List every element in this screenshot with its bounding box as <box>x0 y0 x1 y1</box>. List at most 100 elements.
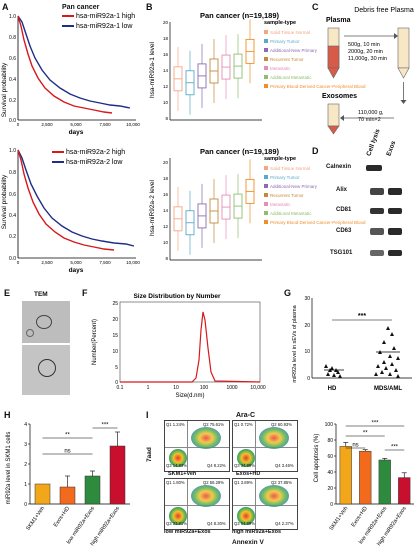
quadrant-label: Q2 56.29% <box>203 480 224 485</box>
flow-population <box>191 485 221 507</box>
category-label: SKM1+Veh <box>329 506 350 532</box>
legend-label: Metastatic <box>270 66 291 71</box>
quadrant-label: Q2 75.61% <box>203 422 224 427</box>
xtick: 1000 <box>226 385 237 391</box>
ytick-label: 4 <box>24 422 27 428</box>
ytick: 10 <box>112 349 118 355</box>
ytick: 1.0 <box>9 14 16 20</box>
blot-band <box>388 208 402 214</box>
blot-band <box>370 250 384 256</box>
xtick: 1 <box>147 385 150 391</box>
ytick: 16 <box>163 52 169 57</box>
step-2: 2000g, 20 min <box>348 49 383 55</box>
legend-swatch <box>264 75 268 79</box>
ytick: 8 <box>165 256 168 261</box>
xtick: 2,500 <box>41 260 53 265</box>
wb-row-calnexin: Calnexin <box>326 164 352 170</box>
quadrant-label: Q1 3.89% <box>234 480 253 485</box>
panel-label-e: E <box>4 288 11 298</box>
ytick: 14 <box>163 208 169 213</box>
sig-label: ns <box>64 449 70 455</box>
panel-label-a: A <box>2 2 9 12</box>
legend-swatch <box>264 39 268 43</box>
size-dist-title: Size Distribution by Number <box>133 293 221 300</box>
ytick: 16 <box>163 192 169 197</box>
xtick: 2,500 <box>41 122 53 127</box>
panel-label-g: G <box>284 288 292 298</box>
boxplot-legend-title: sample-type <box>264 156 296 162</box>
boxplot-top-ylabel: hsa-miR92a-1 level <box>149 41 156 98</box>
km-bottom-xlabel: days <box>69 267 84 274</box>
ytick: 20 <box>163 20 169 25</box>
ytick: 12 <box>163 224 169 229</box>
bar <box>34 483 51 505</box>
ytick: 0.8 <box>9 35 16 41</box>
legend-label: Recurrent Tumor <box>270 193 304 198</box>
ytick-label: 3 <box>24 442 27 448</box>
size-dist-curve <box>120 311 261 383</box>
flow-xlabel: Annexin V <box>232 539 264 546</box>
scatter-plot-g: miR92a level in sEVs of plasma 30 20 10 … <box>292 296 412 392</box>
debris-free-label: Debris free Plasma <box>354 7 414 14</box>
sig-label: *** <box>391 445 399 451</box>
legend-swatch <box>264 57 268 61</box>
legend-label: Additional Metastatic <box>270 211 312 216</box>
panel-label-i: I <box>146 410 149 420</box>
ytick-label: 100 <box>325 422 334 428</box>
bar <box>59 486 76 505</box>
flow-population <box>237 507 255 525</box>
panel-label-c: C <box>312 2 319 12</box>
quadrant-label: Q4 8.30% <box>207 521 226 526</box>
legend-swatch <box>264 66 268 70</box>
km-bottom-ylabel: Survival probability <box>1 174 8 229</box>
blot-band <box>370 228 384 235</box>
legend-swatch <box>264 220 268 224</box>
quadrant-label: Q4 8.22% <box>207 463 226 468</box>
ytick: 8 <box>165 116 168 121</box>
ytick: 0.4 <box>9 77 16 83</box>
uc-speed: 110,000 g, <box>358 110 384 116</box>
quadrant-label: Q2 37.85% <box>271 480 292 485</box>
legend-label: Solid Tissue Normal <box>270 166 310 171</box>
plasma-tube <box>327 27 340 79</box>
ytick: 0.0 <box>9 256 16 262</box>
boxplot-bottom-title: Pan cancer (n=19,189) <box>200 147 280 156</box>
legend-label: Metastatic <box>270 202 291 207</box>
legend-label: Primary Blood Derived Cancer-Peripheral … <box>270 220 366 225</box>
ytick-label: 1 <box>24 482 27 488</box>
exosome-vesicle <box>36 315 52 329</box>
boxplot-top-title: Pan cancer (n=19,189) <box>200 11 280 20</box>
xtick: 7,500 <box>99 122 111 127</box>
km-plot-bottom: Survival probability 1.0 0.8 0.6 0.4 0.2… <box>1 148 140 274</box>
blot-band <box>370 188 384 195</box>
ytick: 15 <box>112 333 118 339</box>
ytick: 18 <box>163 36 169 41</box>
ytick: 20 <box>112 317 118 323</box>
ytick: 0.0 <box>9 118 16 124</box>
exosome-workflow-diagram: Plasma Debris free Plasma 500g, 10 min 2… <box>322 7 414 135</box>
flow-plot: Q1 1.24% Q2 75.61% Q3 14.83% Q4 8.22% <box>164 420 230 472</box>
blot-band <box>370 208 384 214</box>
flow-population <box>191 427 221 449</box>
legend-label: Additional Metastatic <box>270 75 312 80</box>
xtick: 10 <box>173 385 179 391</box>
bar <box>378 459 391 505</box>
ytick: 0.6 <box>9 56 16 62</box>
panel-label-b: B <box>146 2 153 12</box>
sig-label: *** <box>101 423 109 429</box>
flow-plot-name: SKM1+Veh <box>168 471 197 477</box>
ytick: 10 <box>163 100 169 105</box>
xtick: 0 <box>17 260 20 265</box>
size-dist-ylabel: Number(Percent) <box>92 319 98 365</box>
km-top-high-curve <box>17 15 113 114</box>
mds-aml-points <box>374 326 400 378</box>
xtick: 5,000 <box>70 122 82 127</box>
sig-label: *** <box>371 421 379 427</box>
ytick-label: 80 <box>327 438 333 444</box>
ytick: 10 <box>304 349 310 355</box>
flow-plot: Q1 0.72% Q2 60.93% Q3 34.89% Q4 3.46% <box>232 420 298 472</box>
km-plot-top: Survival probability 1.0 0.8 0.6 0.4 0.2… <box>1 13 140 136</box>
quadrant-label: Q1 1.80% <box>166 480 185 485</box>
xtick: 10,000 <box>250 385 266 391</box>
sig-label: ns <box>352 443 358 449</box>
